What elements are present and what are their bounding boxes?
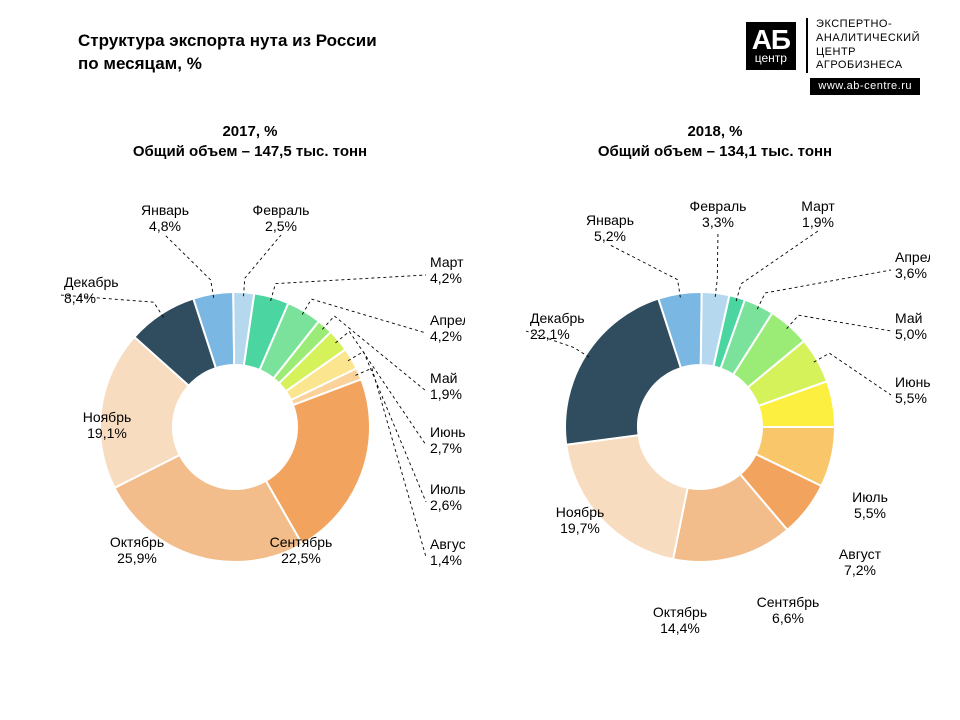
logo-text: ЭКСПЕРТНО- АНАЛИТИЧЕСКИЙ ЦЕНТР АГРОБИЗНЕ… [806, 18, 920, 73]
label-Сентябрь: Сентябрь6,6% [757, 594, 820, 626]
logo-center: центр [752, 52, 790, 64]
logo-mark: АБ центр [746, 22, 796, 70]
chart-2017: 2017, % Общий объем – 147,5 тыс. тонн Ян… [35, 122, 465, 687]
page-title-line2: по месяцам, % [78, 53, 377, 76]
chart-2017-svg: Январь4,8% Февраль2,5% Март4,2% Апрель4,2% М… [35, 167, 465, 687]
label-Октябрь: Октябрь14,4% [653, 604, 707, 636]
label-Май: Май1,9% [430, 370, 462, 402]
leader-Май [787, 315, 891, 331]
label-Декабрь: Декабрь22,1% [530, 310, 585, 342]
label-Август: Август1,4% [430, 536, 465, 568]
chart-2018-svg: Январь5,2% Февраль3,3% Март1,9% Апрель3,6% М… [500, 167, 930, 687]
leader-Апрель [757, 270, 891, 309]
label-Июнь: Июнь5,5% [895, 374, 930, 406]
chart-2017-title: 2017, % Общий объем – 147,5 тыс. тонн [35, 122, 465, 161]
label-Апрель: Апрель3,6% [895, 249, 930, 281]
label-Ноябрь: Ноябрь19,7% [556, 504, 605, 536]
label-Февраль: Февраль3,3% [690, 198, 747, 230]
logo: АБ центр ЭКСПЕРТНО- АНАЛИТИЧЕСКИЙ ЦЕНТР … [746, 18, 920, 73]
label-Апрель: Апрель4,2% [430, 312, 465, 344]
label-Август: Август7,2% [839, 546, 882, 578]
label-Январь: Январь5,2% [586, 212, 634, 244]
leader-Январь [165, 235, 214, 298]
label-Июнь: Июнь2,7% [430, 424, 465, 456]
label-Май: Май5,0% [895, 310, 927, 342]
logo-ab: АБ [752, 26, 790, 54]
label-Ноябрь: Ноябрь19,1% [83, 409, 132, 441]
label-Март: Март4,2% [430, 254, 464, 286]
label-Январь: Январь4,8% [141, 202, 189, 234]
label-Февраль: Февраль2,5% [253, 202, 310, 234]
leader-Февраль [244, 235, 281, 296]
label-Июль: Июль2,6% [430, 481, 465, 513]
leader-Январь [610, 245, 680, 297]
label-Декабрь: Декабрь8,4% [64, 274, 119, 306]
logo-url: www.ab-centre.ru [810, 78, 920, 95]
chart-2018-title: 2018, % Общий объем – 134,1 тыс. тонн [500, 122, 930, 161]
slice-Ноябрь [566, 435, 687, 559]
chart-2018: 2018, % Общий объем – 134,1 тыс. тонн Ян… [500, 122, 930, 687]
label-Октябрь: Октябрь25,9% [110, 534, 164, 566]
leader-Март [271, 275, 426, 301]
label-Июль: Июль5,5% [852, 489, 888, 521]
page-title: Структура экспорта нута из России по мес… [78, 30, 377, 76]
label-Март: Март1,9% [801, 198, 835, 230]
leader-Февраль [715, 231, 718, 297]
page-title-line1: Структура экспорта нута из России [78, 30, 377, 53]
